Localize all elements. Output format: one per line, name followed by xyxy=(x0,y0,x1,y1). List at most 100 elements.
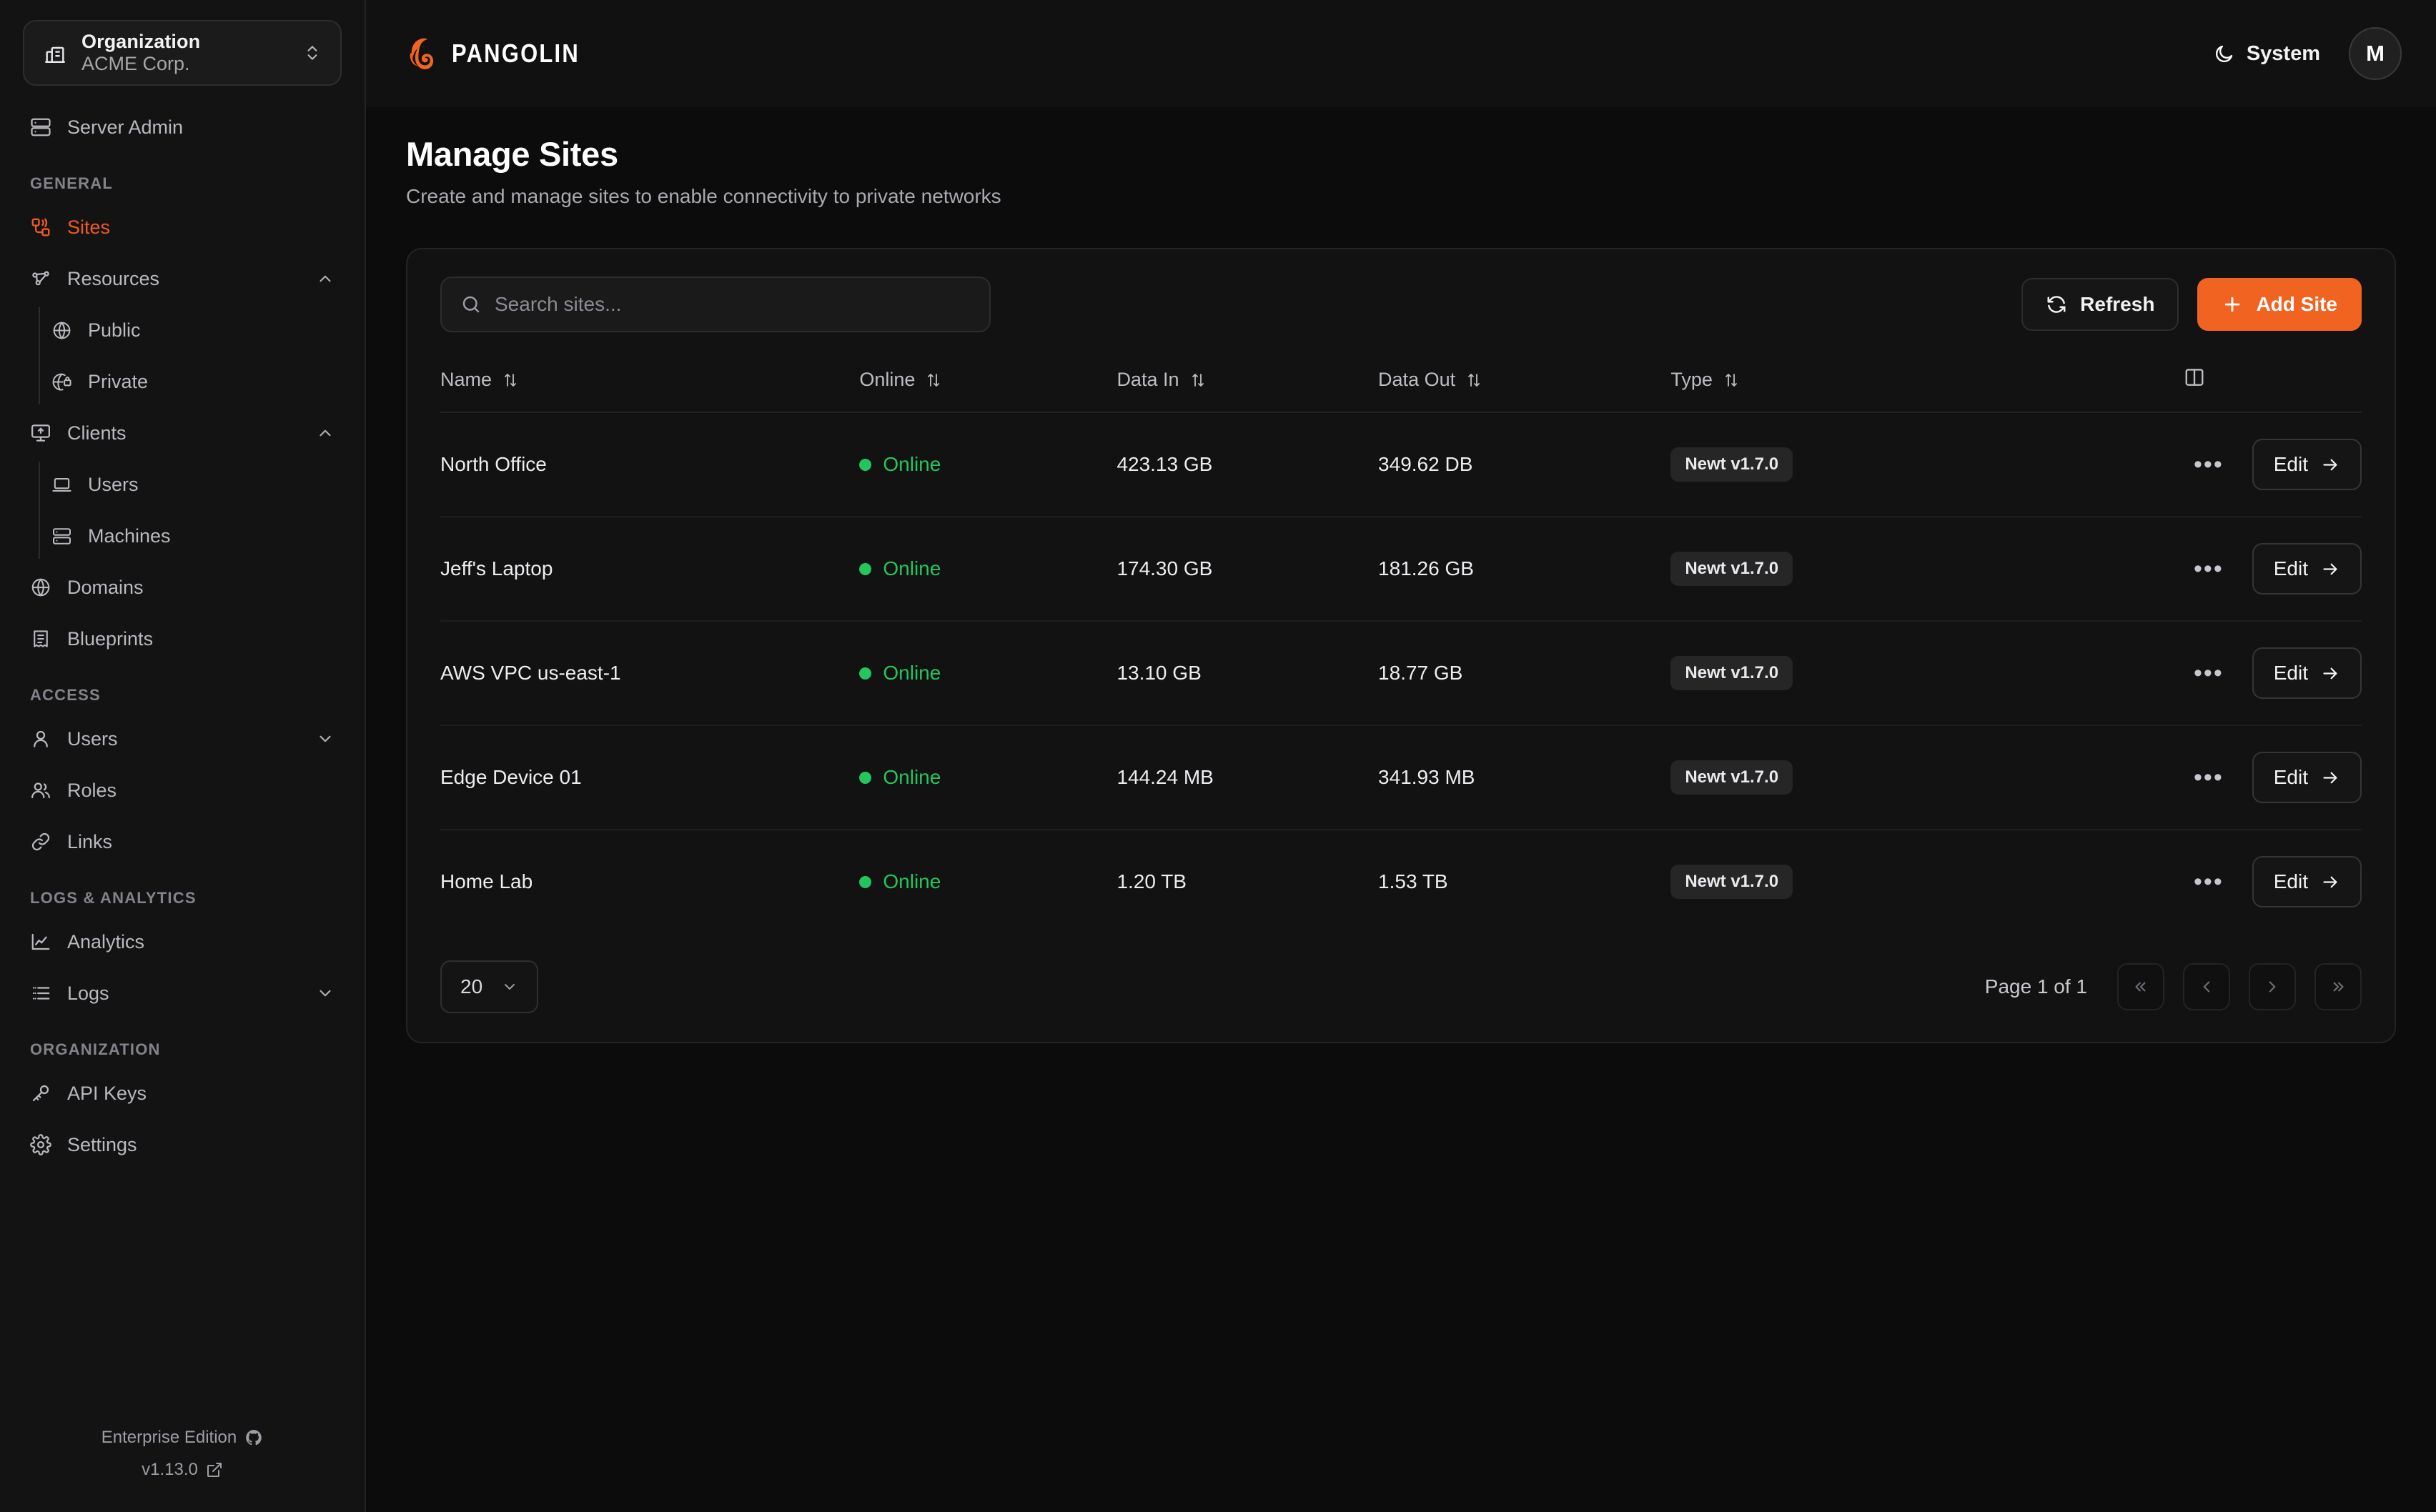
sidebar-subgroup-clients: Users Machines xyxy=(0,459,365,562)
chevron-up-icon[interactable] xyxy=(316,269,335,288)
arrow-right-icon xyxy=(2321,664,2340,683)
next-page-button[interactable] xyxy=(2249,963,2296,1010)
edit-button[interactable]: Edit xyxy=(2252,647,2362,699)
prev-page-button[interactable] xyxy=(2183,963,2230,1010)
chevron-down-icon xyxy=(501,978,518,995)
sidebar-item-api-keys[interactable]: API Keys xyxy=(16,1068,349,1119)
column-label: Online xyxy=(859,369,916,390)
sort-icon[interactable] xyxy=(1723,372,1740,389)
sidebar-item-private[interactable]: Private xyxy=(37,356,349,407)
sidebar-item-logs[interactable]: Logs xyxy=(16,968,349,1019)
link-icon xyxy=(30,831,51,852)
table-row[interactable]: North Office Online 423.13 GB 349.62 DB … xyxy=(440,412,2362,517)
theme-toggle[interactable]: System xyxy=(2214,42,2320,66)
edit-label: Edit xyxy=(2273,662,2308,684)
add-site-label: Add Site xyxy=(2256,293,2337,315)
status-badge: Online xyxy=(883,870,941,893)
type-badge: Newt v1.7.0 xyxy=(1670,865,1793,899)
cell-name: Edge Device 01 xyxy=(440,725,860,830)
org-switcher-title: Organization xyxy=(81,30,201,52)
chevron-down-icon[interactable] xyxy=(316,984,335,1003)
table-row[interactable]: Edge Device 01 Online 144.24 MB 341.93 M… xyxy=(440,725,2362,830)
sidebar-item-label: Users xyxy=(88,473,139,495)
org-switcher[interactable]: Organization ACME Corp. xyxy=(23,20,342,86)
sort-icon[interactable] xyxy=(502,372,519,389)
pangolin-logo-icon xyxy=(400,34,439,73)
table-row[interactable]: Home Lab Online 1.20 TB 1.53 TB Newt v1.… xyxy=(440,830,2362,933)
column-header-name[interactable]: Name xyxy=(440,357,860,413)
edit-button[interactable]: Edit xyxy=(2252,752,2362,803)
refresh-icon xyxy=(2046,294,2067,315)
sidebar-item-label: Domains xyxy=(67,576,144,598)
sidebar-item-roles[interactable]: Roles xyxy=(16,765,349,816)
sidebar: Organization ACME Corp. Server Admin xyxy=(0,0,366,1512)
sidebar-item-users[interactable]: Users xyxy=(16,713,349,765)
page-size-select[interactable]: 20 xyxy=(440,960,539,1013)
page-title: Manage Sites xyxy=(406,135,618,173)
type-badge: Newt v1.7.0 xyxy=(1670,760,1793,795)
sidebar-item-blueprints[interactable]: Blueprints xyxy=(16,613,349,665)
chevron-up-icon[interactable] xyxy=(316,424,335,442)
cell-data-out: 18.77 GB xyxy=(1378,621,1671,726)
sites-toolbar: Refresh Add Site xyxy=(440,277,2362,332)
ellipsis-icon[interactable]: ••• xyxy=(2194,764,2224,791)
sidebar-item-analytics[interactable]: Analytics xyxy=(16,916,349,968)
sidebar-item-settings[interactable]: Settings xyxy=(16,1119,349,1170)
edit-button[interactable]: Edit xyxy=(2252,856,2362,907)
sidebar-item-public[interactable]: Public xyxy=(37,304,349,356)
status-dot xyxy=(859,458,872,471)
cell-data-in: 174.30 GB xyxy=(1116,517,1379,622)
column-label: Type xyxy=(1670,369,1713,390)
edit-button[interactable]: Edit xyxy=(2252,439,2362,490)
sidebar-item-label: Settings xyxy=(67,1133,137,1155)
column-header-data-out[interactable]: Data Out xyxy=(1378,357,1671,413)
edition-row[interactable]: Enterprise Edition xyxy=(0,1421,365,1454)
org-switcher-name: ACME Corp. xyxy=(81,53,190,74)
github-icon[interactable] xyxy=(244,1428,263,1447)
cell-actions: ••• Edit xyxy=(2184,725,2362,830)
search-input[interactable] xyxy=(495,293,971,316)
sidebar-item-sites[interactable]: Sites xyxy=(16,202,349,253)
type-badge: Newt v1.7.0 xyxy=(1670,552,1793,586)
sort-icon[interactable] xyxy=(925,372,942,389)
sidebar-item-resources[interactable]: Resources xyxy=(16,253,349,304)
column-header-data-in[interactable]: Data In xyxy=(1116,357,1379,413)
first-page-button[interactable] xyxy=(2117,963,2164,1010)
sort-icon[interactable] xyxy=(1189,372,1207,389)
external-link-icon[interactable] xyxy=(206,1461,223,1478)
sidebar-item-clients-users[interactable]: Users xyxy=(37,459,349,510)
sort-icon[interactable] xyxy=(1465,372,1482,389)
last-page-button[interactable] xyxy=(2314,963,2362,1010)
arrow-right-icon xyxy=(2321,559,2340,579)
add-site-button[interactable]: Add Site xyxy=(2197,278,2362,331)
sidebar-item-links[interactable]: Links xyxy=(16,816,349,867)
ellipsis-icon[interactable]: ••• xyxy=(2194,660,2224,687)
edit-button[interactable]: Edit xyxy=(2252,543,2362,595)
version-row[interactable]: v1.13.0 xyxy=(0,1453,365,1486)
sidebar-item-domains[interactable]: Domains xyxy=(16,562,349,613)
column-header-type[interactable]: Type xyxy=(1670,357,2184,413)
sidebar-item-clients[interactable]: Clients xyxy=(16,407,349,459)
refresh-button[interactable]: Refresh xyxy=(2021,278,2179,331)
table-row[interactable]: AWS VPC us-east-1 Online 13.10 GB 18.77 … xyxy=(440,621,2362,726)
ellipsis-icon[interactable]: ••• xyxy=(2194,868,2224,895)
avatar[interactable]: M xyxy=(2349,27,2402,80)
sidebar-subgroup-resources: Public Private xyxy=(0,304,365,407)
cell-type: Newt v1.7.0 xyxy=(1670,412,2184,517)
globe-icon xyxy=(30,577,51,598)
brand[interactable]: PANGOLIN xyxy=(400,34,600,73)
ellipsis-icon[interactable]: ••• xyxy=(2194,451,2224,478)
sidebar-item-label: Clients xyxy=(67,422,127,444)
building-icon xyxy=(43,41,67,65)
column-header-online[interactable]: Online xyxy=(859,357,1117,413)
ellipsis-icon[interactable]: ••• xyxy=(2194,555,2224,582)
search-box[interactable] xyxy=(440,277,991,332)
columns-panel-icon[interactable] xyxy=(2184,367,2205,388)
chevron-down-icon[interactable] xyxy=(316,730,335,748)
sites-icon xyxy=(30,217,51,238)
sidebar-item-server-admin[interactable]: Server Admin xyxy=(16,101,349,153)
sidebar-item-machines[interactable]: Machines xyxy=(37,510,349,562)
refresh-label: Refresh xyxy=(2080,293,2155,315)
table-row[interactable]: Jeff's Laptop Online 174.30 GB 181.26 GB… xyxy=(440,517,2362,622)
users-icon xyxy=(30,780,51,801)
